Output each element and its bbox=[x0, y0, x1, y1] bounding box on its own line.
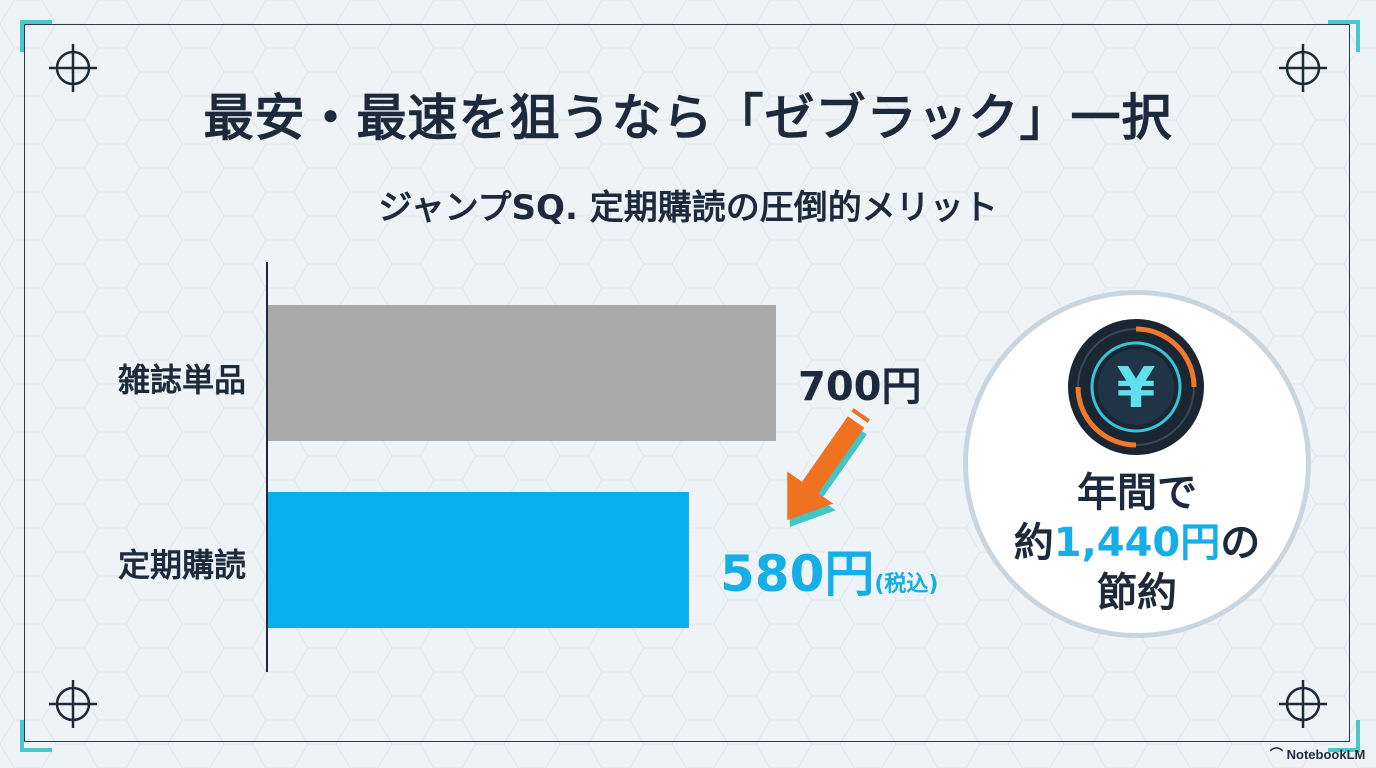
down-arrow-icon bbox=[787, 408, 870, 528]
slide-frame bbox=[24, 24, 1350, 742]
svg-text:¥: ¥ bbox=[1117, 356, 1156, 421]
crosshair-icon bbox=[49, 680, 97, 728]
savings-line-1: 年間で bbox=[1077, 470, 1197, 516]
category-label: 雑誌単品 bbox=[117, 361, 246, 399]
savings-badge bbox=[963, 290, 1311, 638]
tax-note: (税込) bbox=[874, 572, 939, 597]
savings-suffix: の bbox=[1220, 520, 1261, 566]
brand-watermark: ⌒ NotebookLM bbox=[1270, 744, 1365, 763]
crosshair-icon bbox=[49, 44, 97, 92]
data-label-value: 580円 bbox=[720, 545, 875, 603]
savings-amount: 1,440円 bbox=[1053, 520, 1221, 566]
frame-corner-top-left bbox=[20, 20, 52, 52]
savings-prefix: 約 bbox=[1013, 520, 1054, 566]
page-subtitle: ジャンプSQ. 定期購読の圧倒的メリット bbox=[378, 188, 998, 228]
category-label: 定期購読 bbox=[117, 546, 246, 584]
crosshair-icon bbox=[1279, 44, 1327, 92]
bar-0 bbox=[268, 305, 776, 441]
frame-corner-bottom-right bbox=[1328, 720, 1360, 752]
data-label: 580円(税込) bbox=[720, 534, 939, 606]
yen-icon: ¥ bbox=[1068, 319, 1204, 455]
frame-corner-top-right bbox=[1328, 20, 1360, 52]
savings-line-3: 節約 bbox=[1097, 570, 1177, 616]
brand-name: NotebookLM bbox=[1286, 747, 1366, 762]
savings-line-2: 約1,440円の bbox=[985, 518, 1289, 568]
savings-text: 年間で 約1,440円の 節約 bbox=[985, 468, 1289, 618]
data-label-value: 700円 bbox=[798, 364, 922, 410]
notebooklm-logo-icon: ⌒ bbox=[1270, 747, 1284, 762]
bar-1 bbox=[268, 492, 689, 628]
data-label: 700円 bbox=[798, 354, 922, 412]
page-title: 最安・最速を狙うなら「ゼブラック」一択 bbox=[203, 89, 1173, 147]
frame-corner-bottom-left bbox=[20, 720, 52, 752]
crosshair-icon bbox=[1279, 680, 1327, 728]
